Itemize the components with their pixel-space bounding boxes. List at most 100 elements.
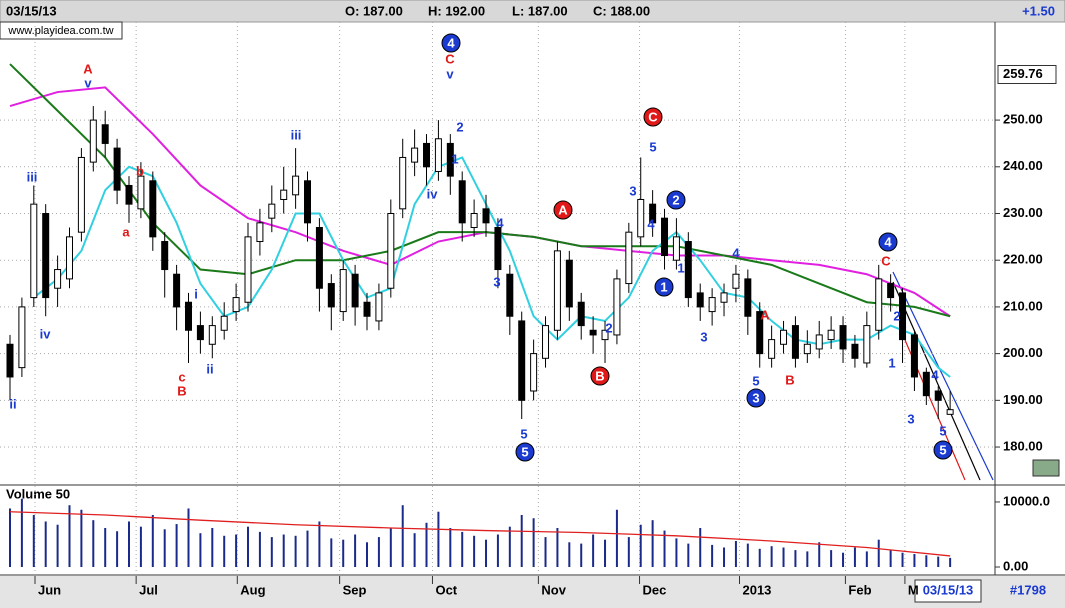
wave-label: B — [595, 368, 604, 383]
y-tick-label: 200.00 — [1003, 345, 1043, 360]
candle-body — [625, 231, 633, 285]
candle-body — [292, 175, 300, 196]
candle-body — [720, 292, 728, 303]
candle-body — [161, 241, 169, 271]
candle-body — [851, 343, 859, 359]
candle-body — [791, 325, 799, 359]
candle-body — [589, 329, 597, 336]
wave-label: 5 — [752, 373, 759, 388]
candle-body — [887, 283, 895, 299]
y-tick-label: 0.00 — [1003, 558, 1028, 573]
candle-body — [89, 119, 97, 163]
candle-body — [185, 301, 193, 331]
wave-label: a — [122, 224, 130, 239]
y-tick-label: 180.00 — [1003, 438, 1043, 453]
volume-label: Volume 50 — [6, 486, 70, 501]
candle-body — [780, 329, 788, 345]
wave-label: 2 — [605, 320, 612, 335]
x-axis-strip — [0, 576, 1065, 608]
wave-badge — [666, 190, 686, 210]
wave-label: 3 — [629, 183, 636, 198]
x-tick-label: Oct — [435, 582, 457, 597]
candle-body — [18, 306, 26, 369]
wave-label: 2 — [672, 192, 679, 207]
wave-label: C — [881, 253, 891, 268]
candle-body — [399, 156, 407, 210]
x-tick-label: Sep — [343, 582, 367, 597]
wave-badge — [553, 200, 573, 220]
candle-body — [815, 334, 823, 350]
header-high: H: 192.00 — [428, 3, 485, 18]
candle-body — [518, 320, 526, 401]
y-tick-label: 230.00 — [1003, 205, 1043, 220]
wave-badge — [933, 440, 953, 460]
x-tick-label: M — [908, 582, 919, 597]
wave-label: A — [83, 61, 93, 76]
wave-badge — [515, 442, 535, 462]
wave-label: ii — [9, 396, 16, 411]
candle-body — [339, 269, 347, 313]
candle-body — [101, 124, 109, 144]
candle-body — [910, 334, 918, 378]
header-change: +1.50 — [1022, 3, 1055, 18]
candle-body — [613, 278, 621, 336]
candle-body — [42, 212, 50, 299]
candle-body — [506, 273, 514, 317]
wave-label: 4 — [732, 245, 740, 260]
wave-label: 4 — [884, 234, 892, 249]
wave-label: 4 — [931, 367, 939, 382]
wave-label: 5 — [649, 139, 656, 154]
candle-body — [244, 236, 252, 303]
header-bar — [0, 0, 1065, 23]
candle-body — [946, 409, 954, 415]
wave-label: 4 — [647, 216, 655, 231]
candle-body — [649, 203, 657, 224]
wave-badge — [643, 107, 663, 127]
candle-body — [696, 292, 704, 308]
y-tick-label: 210.00 — [1003, 298, 1043, 313]
candle-body — [458, 180, 466, 224]
candle-body — [280, 189, 288, 200]
wave-label: iv — [427, 186, 439, 201]
candle-body — [601, 329, 609, 341]
candle-body — [482, 208, 490, 224]
wave-label: B — [785, 372, 794, 387]
header-date: 03/15/13 — [6, 3, 57, 18]
header-low: L: 187.00 — [512, 3, 568, 18]
wave-label: A — [558, 202, 568, 217]
candle-body — [744, 278, 752, 317]
candle-body — [232, 297, 240, 313]
candle-body — [304, 180, 312, 224]
candle-body — [113, 147, 121, 191]
candle-body — [268, 203, 276, 219]
candle-body — [446, 142, 454, 177]
candle-body — [542, 325, 550, 359]
wave-label: c — [178, 369, 185, 384]
watermark-box — [0, 21, 123, 40]
volume-ma — [9, 511, 951, 557]
wave-label: b — [136, 163, 144, 178]
x-tick-label: Feb — [848, 582, 871, 597]
y-tick-label: 220.00 — [1003, 252, 1043, 267]
candle-body — [494, 227, 502, 271]
candle-body — [875, 278, 883, 331]
wave-badge — [590, 366, 610, 386]
candle-body — [434, 138, 442, 172]
wave-badge — [441, 33, 461, 53]
wave-badge — [878, 232, 898, 252]
wave-label: C — [445, 51, 455, 66]
y-tick-label: 190.00 — [1003, 392, 1043, 407]
current-date: 03/15/13 — [923, 582, 974, 597]
wave-label: 3 — [493, 274, 500, 289]
x-tick-label: Nov — [541, 582, 566, 597]
trend-line — [892, 281, 981, 481]
candle-body — [137, 175, 145, 210]
wave-label: C — [648, 109, 658, 124]
wave-label: B — [177, 383, 186, 398]
candle-body — [423, 142, 431, 168]
x-tick-label: Dec — [643, 582, 667, 597]
candle-body — [387, 212, 395, 289]
candle-body — [54, 269, 62, 289]
candle-body — [375, 292, 383, 322]
candle-body — [327, 283, 335, 308]
